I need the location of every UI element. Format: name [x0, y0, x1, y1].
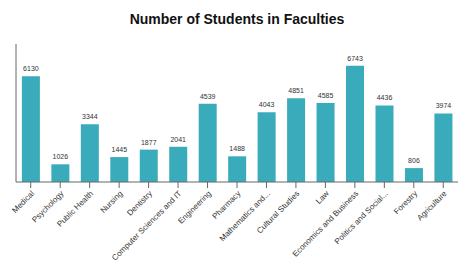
svg-text:Agriculture: Agriculture: [415, 189, 449, 223]
svg-text:6743: 6743: [347, 55, 363, 62]
svg-text:2041: 2041: [170, 136, 186, 143]
svg-text:Engineering: Engineering: [176, 189, 213, 226]
svg-text:Forestry: Forestry: [392, 189, 419, 216]
svg-text:1026: 1026: [53, 153, 69, 160]
svg-text:4851: 4851: [288, 87, 304, 94]
svg-text:4585: 4585: [318, 92, 334, 99]
svg-text:Psychology: Psychology: [30, 189, 66, 225]
svg-text:Pharmacy: Pharmacy: [210, 189, 243, 221]
svg-text:1488: 1488: [229, 145, 245, 152]
svg-text:3974: 3974: [436, 102, 452, 109]
svg-text:Public Health: Public Health: [55, 189, 95, 229]
svg-text:1445: 1445: [112, 146, 128, 153]
svg-text:Economics and Business: Economics and Business: [290, 189, 361, 259]
svg-text:Politics and Social...: Politics and Social...: [333, 189, 390, 246]
svg-text:3344: 3344: [82, 113, 98, 120]
svg-text:Computer Sciences and IT: Computer Sciences and IT: [110, 189, 183, 262]
svg-text:Mathematics and...: Mathematics and...: [218, 189, 272, 243]
svg-text:Law: Law: [314, 189, 331, 206]
svg-text:Cultural Studies: Cultural Studies: [255, 189, 301, 235]
svg-text:Dentistry: Dentistry: [125, 189, 154, 218]
svg-text:1877: 1877: [141, 139, 157, 146]
svg-text:4043: 4043: [259, 101, 275, 108]
svg-text:4436: 4436: [377, 94, 393, 101]
svg-text:4539: 4539: [200, 93, 216, 100]
svg-text:Medical: Medical: [10, 189, 36, 215]
svg-text:6130: 6130: [23, 65, 39, 72]
html-text:Number of Students in Facultie: Number of Students in Faculties: [129, 11, 345, 27]
svg-text:806: 806: [408, 157, 420, 164]
svg-text:Nursing: Nursing: [99, 189, 125, 215]
